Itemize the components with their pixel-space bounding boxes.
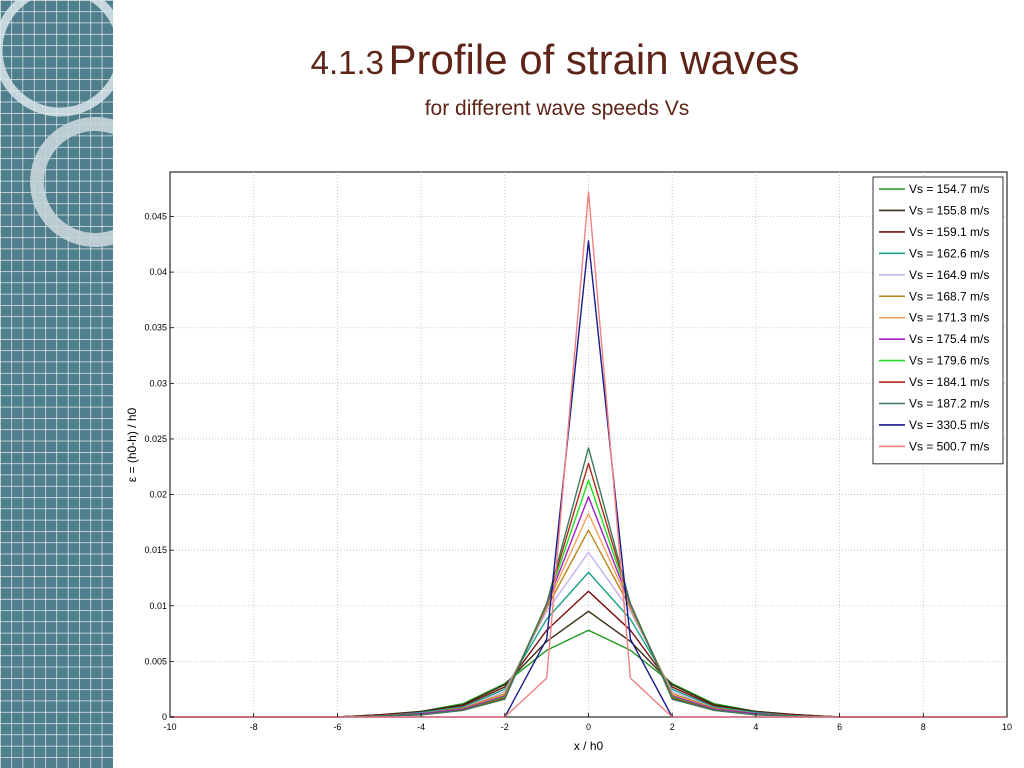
slide-title: 4.1.3 Profile of strain waves [0, 36, 1024, 84]
legend-entry: Vs = 164.9 m/s [909, 268, 989, 282]
legend-entry: Vs = 500.7 m/s [909, 439, 989, 453]
legend-box [872, 176, 1004, 465]
decorative-ring-top [0, 0, 113, 117]
x-tick-label: 6 [837, 722, 842, 732]
y-tick-label: 0.035 [144, 323, 167, 333]
y-tick-label: 0.01 [149, 601, 167, 611]
legend-entry: Vs = 175.4 m/s [909, 332, 989, 346]
y-tick-label: 0.04 [149, 267, 167, 277]
decorative-ring-middle [30, 117, 113, 247]
x-tick-label: -2 [501, 722, 509, 732]
title-text: Profile of strain waves [388, 36, 800, 83]
series-lines [170, 191, 1007, 718]
legend-entry: Vs = 330.5 m/s [909, 418, 989, 432]
x-tick-label: -8 [250, 722, 258, 732]
y-tick-label: 0.045 [144, 211, 167, 221]
x-tick-label: 10 [1002, 722, 1012, 732]
legend-entry: Vs = 162.6 m/s [909, 246, 989, 260]
legend-entry: Vs = 159.1 m/s [909, 225, 989, 239]
y-tick-label: 0.02 [149, 490, 167, 500]
legend-entry: Vs = 184.1 m/s [909, 375, 989, 389]
y-tick-label: 0.005 [144, 656, 167, 666]
decorative-side-panel [0, 0, 113, 768]
x-tick-label: -6 [333, 722, 341, 732]
x-tick-label: 0 [586, 722, 591, 732]
y-axis-label: ε = (h0-h) / h0 [125, 407, 139, 482]
title-section-number: 4.1.3 [310, 44, 385, 81]
legend-entry: Vs = 155.8 m/s [909, 203, 989, 217]
y-tick-label: 0 [162, 712, 167, 722]
legend-entry: Vs = 179.6 m/s [909, 354, 989, 368]
x-tick-label: 4 [753, 722, 758, 732]
y-tick-label: 0.025 [144, 434, 167, 444]
x-tick-label: 8 [921, 722, 926, 732]
legend: Vs = 154.7 m/s Vs = 155.8 m/s Vs = 159.1 m… [872, 176, 1004, 465]
legend-entry: Vs = 187.2 m/s [909, 397, 989, 411]
legend-entry: Vs = 168.7 m/s [909, 289, 989, 303]
x-tick-label: 2 [670, 722, 675, 732]
axis-ticks: -10 -8 -6 -4 -2 0 2 4 6 8 10 0 0.005 0.01 0.015 0.02 0.0… [144, 211, 1012, 732]
y-tick-label: 0.015 [144, 545, 167, 555]
legend-entry: Vs = 154.7 m/s [909, 182, 989, 196]
x-axis-label: x / h0 [574, 739, 604, 753]
legend-entry: Vs = 171.3 m/s [909, 311, 989, 325]
y-tick-label: 0.03 [149, 378, 167, 388]
x-tick-label: -10 [163, 722, 176, 732]
slide-subtitle: for different wave speeds Vs [424, 97, 690, 120]
x-tick-label: -4 [417, 722, 425, 732]
series-line-13 [170, 191, 1007, 718]
